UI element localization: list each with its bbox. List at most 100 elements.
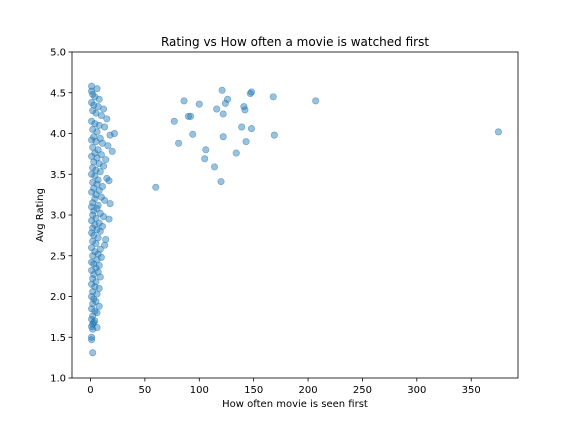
scatter-point: [102, 235, 110, 243]
scatter-point: [90, 158, 98, 166]
scatter-point: [180, 97, 188, 105]
scatter-point: [93, 85, 101, 93]
scatter-point: [88, 188, 96, 196]
scatter-point: [88, 336, 96, 344]
scatter-point: [238, 123, 246, 131]
scatter-point: [93, 323, 101, 331]
scatter-point: [247, 88, 255, 96]
scatter-point: [218, 86, 226, 94]
x-tick-label: 0: [87, 385, 93, 396]
scatter-point: [100, 162, 108, 170]
y-tick-label: 2.5: [50, 251, 66, 262]
y-tick-label: 4.5: [50, 88, 66, 99]
scatter-point: [104, 142, 112, 150]
scatter-point: [211, 163, 219, 171]
scatter-point: [106, 200, 114, 208]
y-tick-label: 3.0: [50, 211, 66, 222]
scatter-point: [97, 112, 105, 120]
scatter-point: [217, 178, 225, 186]
scatter-point: [88, 170, 96, 178]
scatter-point: [494, 128, 502, 136]
x-tick-label: 100: [190, 385, 209, 396]
scatter-point: [91, 93, 99, 101]
scatter-point: [88, 136, 96, 144]
scatter-point: [96, 168, 104, 176]
scatter-point: [90, 101, 98, 109]
x-tick-label: 200: [299, 385, 318, 396]
scatter-point: [219, 110, 227, 118]
scatter-point: [184, 112, 192, 120]
scatter-point: [90, 260, 98, 268]
scatter-point: [96, 227, 104, 235]
scatter-point: [93, 128, 101, 136]
y-axis-label: Avg Rating: [35, 188, 46, 242]
scatter-point: [224, 95, 232, 103]
scatter-point: [89, 325, 97, 333]
scatter-point: [95, 160, 103, 168]
scatter-point: [88, 333, 96, 341]
x-axis: 0 50 100 150 200 250 300 350: [87, 378, 481, 396]
scatter-point: [110, 130, 118, 138]
scatter-point: [105, 215, 113, 223]
data-points: [88, 82, 502, 357]
scatter-point: [89, 349, 97, 357]
scatter-point: [101, 241, 109, 249]
scatter-point: [88, 203, 96, 211]
scatter-point: [105, 177, 113, 185]
scatter-point: [90, 270, 98, 278]
scatter-point: [91, 195, 99, 203]
x-tick-label: 150: [244, 385, 263, 396]
scatter-point: [187, 112, 195, 120]
y-tick-label: 1.0: [50, 374, 66, 385]
scatter-point: [101, 196, 109, 204]
scatter-point: [95, 121, 103, 129]
scatter-point: [213, 105, 221, 113]
scatter-point: [221, 99, 229, 107]
x-tick-label: 50: [139, 385, 152, 396]
x-tick-label: 350: [462, 385, 481, 396]
scatter-point: [195, 100, 203, 108]
scatter-point: [95, 302, 103, 310]
scatter-point: [89, 125, 97, 133]
scatter-point: [175, 139, 183, 147]
y-tick-label: 3.5: [50, 170, 66, 181]
y-axis: 1.0 1.5 2.0 2.5 3.0 3.5 4.0 4.5 5.0: [50, 48, 72, 385]
scatter-point: [270, 131, 278, 139]
x-tick-label: 250: [353, 385, 372, 396]
y-tick-label: 1.5: [50, 333, 66, 344]
x-axis-label: How often movie is seen first: [222, 399, 368, 410]
scatter-point: [90, 319, 98, 327]
chart-title: Rating vs How often a movie is watched f…: [161, 35, 429, 49]
scatter-point: [106, 131, 114, 139]
scatter-point: [312, 97, 320, 105]
scatter-point: [92, 264, 100, 272]
scatter-point: [241, 106, 249, 114]
scatter-point: [269, 93, 277, 101]
scatter-point: [232, 149, 240, 157]
scatter-point: [102, 156, 110, 164]
scatter-point: [103, 115, 111, 123]
scatter-point: [96, 273, 104, 281]
scatter-point: [95, 95, 103, 103]
scatter-point: [219, 133, 227, 141]
scatter-point: [90, 207, 98, 215]
scatter-point: [92, 166, 100, 174]
y-tick-label: 4.0: [50, 129, 66, 140]
scatter-point: [201, 155, 209, 163]
scatter-point: [247, 125, 255, 133]
scatter-point: [152, 183, 160, 191]
scatter-point: [202, 146, 210, 154]
scatter-point: [92, 138, 100, 146]
scatter-point: [170, 117, 178, 125]
y-tick-label: 2.0: [50, 292, 66, 303]
scatter-point: [101, 123, 109, 131]
x-tick-label: 300: [407, 385, 426, 396]
scatter-point: [92, 240, 100, 248]
scatter-point: [97, 253, 105, 261]
scatter-point: [90, 231, 98, 239]
scatter-point: [88, 266, 96, 274]
scatter-point: [100, 105, 108, 113]
scatter-point: [108, 147, 116, 155]
